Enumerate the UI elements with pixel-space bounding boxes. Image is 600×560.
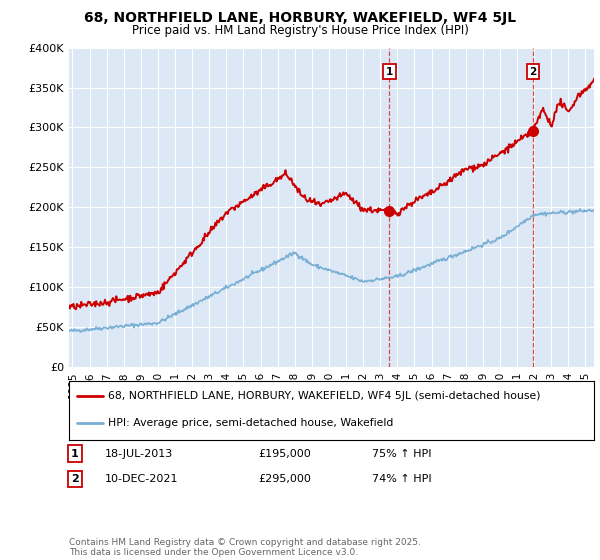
Text: 1: 1 — [386, 67, 393, 77]
Text: 2: 2 — [529, 67, 537, 77]
Text: 68, NORTHFIELD LANE, HORBURY, WAKEFIELD, WF4 5JL (semi-detached house): 68, NORTHFIELD LANE, HORBURY, WAKEFIELD,… — [109, 391, 541, 401]
Text: 2: 2 — [71, 474, 79, 484]
Text: 74% ↑ HPI: 74% ↑ HPI — [372, 474, 431, 484]
Text: 68, NORTHFIELD LANE, HORBURY, WAKEFIELD, WF4 5JL: 68, NORTHFIELD LANE, HORBURY, WAKEFIELD,… — [84, 11, 516, 25]
Text: 18-JUL-2013: 18-JUL-2013 — [105, 449, 173, 459]
Text: £295,000: £295,000 — [258, 474, 311, 484]
Text: Price paid vs. HM Land Registry's House Price Index (HPI): Price paid vs. HM Land Registry's House … — [131, 24, 469, 36]
Text: HPI: Average price, semi-detached house, Wakefield: HPI: Average price, semi-detached house,… — [109, 418, 394, 428]
Text: 1: 1 — [71, 449, 79, 459]
Text: 75% ↑ HPI: 75% ↑ HPI — [372, 449, 431, 459]
Text: Contains HM Land Registry data © Crown copyright and database right 2025.
This d: Contains HM Land Registry data © Crown c… — [69, 538, 421, 557]
Text: 10-DEC-2021: 10-DEC-2021 — [105, 474, 179, 484]
Text: £195,000: £195,000 — [258, 449, 311, 459]
